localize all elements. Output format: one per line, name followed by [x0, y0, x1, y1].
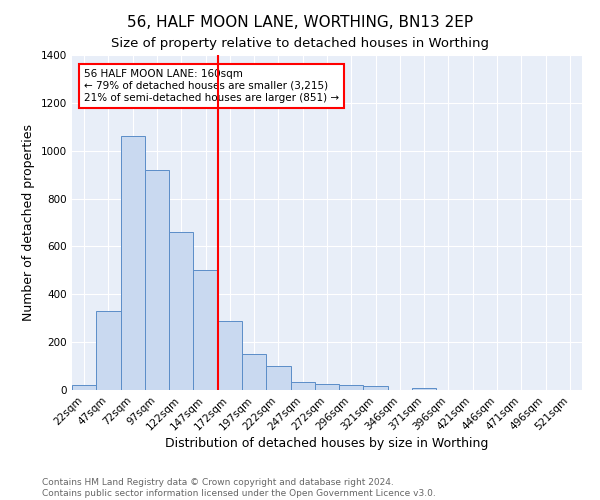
Bar — [218, 320, 242, 390]
Bar — [242, 354, 266, 390]
Bar — [121, 136, 145, 390]
Bar — [193, 270, 218, 390]
Bar — [412, 388, 436, 390]
Bar — [169, 232, 193, 390]
Text: 56 HALF MOON LANE: 160sqm
← 79% of detached houses are smaller (3,215)
21% of se: 56 HALF MOON LANE: 160sqm ← 79% of detac… — [84, 70, 339, 102]
Text: Size of property relative to detached houses in Worthing: Size of property relative to detached ho… — [111, 38, 489, 51]
Bar — [72, 385, 96, 390]
Bar — [96, 311, 121, 390]
Bar — [290, 382, 315, 390]
Bar — [266, 366, 290, 390]
Bar — [364, 386, 388, 390]
Bar — [315, 384, 339, 390]
Text: Contains HM Land Registry data © Crown copyright and database right 2024.
Contai: Contains HM Land Registry data © Crown c… — [42, 478, 436, 498]
Bar — [145, 170, 169, 390]
Bar — [339, 385, 364, 390]
X-axis label: Distribution of detached houses by size in Worthing: Distribution of detached houses by size … — [166, 438, 488, 450]
Text: 56, HALF MOON LANE, WORTHING, BN13 2EP: 56, HALF MOON LANE, WORTHING, BN13 2EP — [127, 15, 473, 30]
Y-axis label: Number of detached properties: Number of detached properties — [22, 124, 35, 321]
